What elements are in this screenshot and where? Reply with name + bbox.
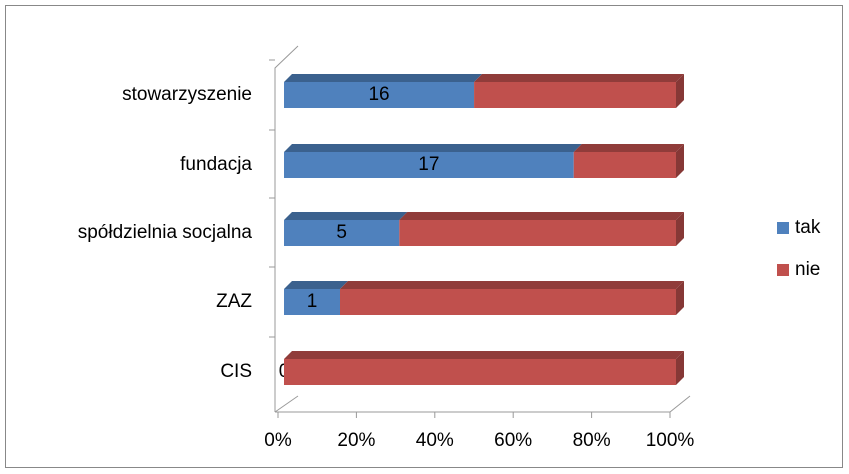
x-tick-label: 60% (494, 430, 532, 451)
x-tick-label: 80% (573, 430, 611, 451)
bar (284, 289, 340, 315)
bar-top (573, 144, 684, 152)
x-tick-label: 20% (337, 430, 375, 451)
bar-side (676, 212, 684, 246)
bar-top (284, 74, 483, 82)
bar-side (676, 74, 684, 108)
bar (399, 220, 676, 246)
data-label: 17 (418, 154, 439, 175)
bar-top (284, 212, 408, 220)
y-axis (274, 45, 299, 412)
bar (573, 152, 676, 178)
x-tick-label: 100% (646, 430, 695, 451)
y-tick-label: fundacja (180, 154, 252, 175)
bar-top (284, 144, 582, 152)
bar (284, 152, 574, 178)
y-tick-label: spółdzielnia socjalna (78, 222, 253, 243)
legend-swatch (777, 264, 789, 276)
bar-top (399, 212, 684, 220)
bar-top (284, 351, 684, 359)
data-label: 16 (368, 84, 389, 105)
y-tick-label: CIS (220, 361, 252, 382)
axis-depth (274, 395, 299, 413)
x-tick-label: 40% (416, 430, 454, 451)
data-label: 5 (336, 222, 347, 243)
x-tick-label: 0% (264, 430, 292, 451)
bar-top (284, 281, 348, 289)
legend-label: nie (795, 259, 820, 280)
legend-swatch (777, 222, 789, 234)
bar-top (340, 281, 684, 289)
bar (284, 220, 400, 246)
bar-side (676, 351, 684, 385)
bar-top (474, 74, 684, 82)
legend-label: tak (795, 217, 821, 238)
bar (474, 82, 676, 108)
bar (284, 359, 676, 385)
data-label: 1 (307, 291, 318, 312)
bar (340, 289, 676, 315)
bar-side (676, 281, 684, 315)
y-tick-label: ZAZ (216, 291, 252, 312)
bar (284, 82, 475, 108)
y-tick-label: stowarzyszenie (122, 84, 252, 105)
bar-side (676, 144, 684, 178)
